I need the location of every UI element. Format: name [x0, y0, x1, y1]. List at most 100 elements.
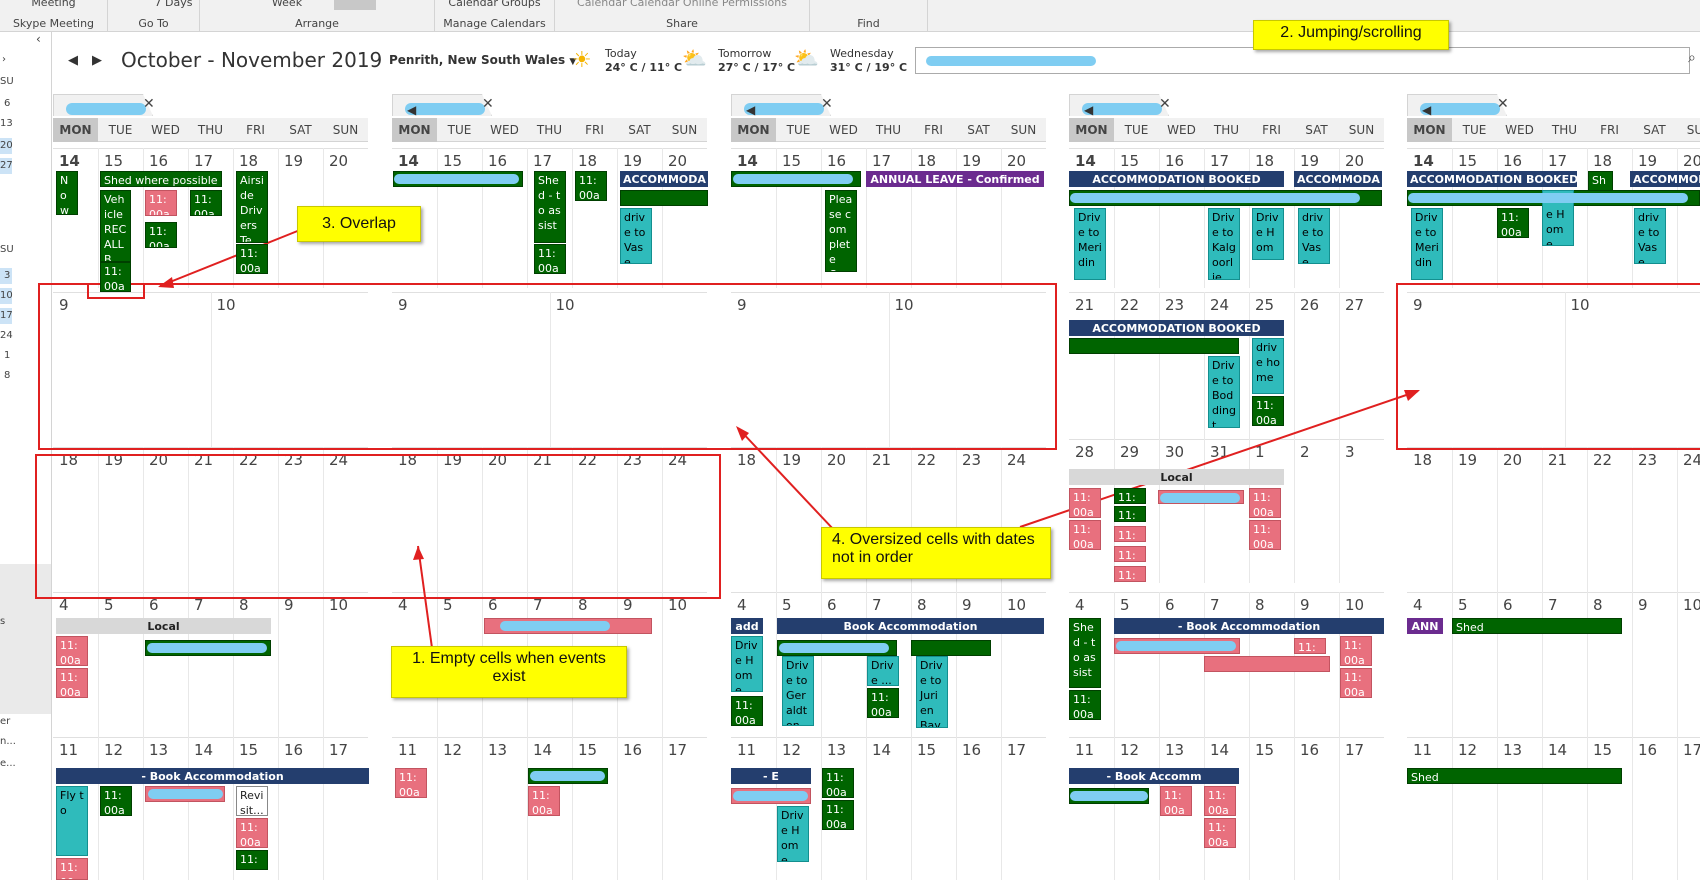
- day-number[interactable]: 18: [578, 152, 598, 170]
- tab-close-icon[interactable]: ✕: [821, 96, 833, 112]
- day-number[interactable]: 18: [239, 152, 259, 170]
- day-number[interactable]: 8: [578, 596, 588, 614]
- tab-back-arrow-icon[interactable]: ◀: [407, 103, 417, 117]
- ribbon-item-week[interactable]: Week: [271, 0, 303, 9]
- mini-cal-date[interactable]: 6: [4, 98, 11, 109]
- calendar-event[interactable]: 11:00am: [534, 244, 566, 274]
- calendar-event[interactable]: 11:00am: [1252, 396, 1284, 426]
- calendar-event[interactable]: Drive Home: [1252, 208, 1284, 260]
- calendar-event[interactable]: 11:00am: [1497, 208, 1529, 238]
- calendar-event[interactable]: ANN: [1407, 618, 1443, 634]
- day-number[interactable]: 5: [443, 596, 453, 614]
- calendar-event[interactable]: Local: [56, 618, 271, 634]
- mini-cal-date[interactable]: 24: [0, 330, 13, 341]
- calendar-event[interactable]: ANNUAL LEAVE - Confirmed: [866, 171, 1044, 187]
- day-number[interactable]: 19: [623, 152, 643, 170]
- day-number[interactable]: 23: [1638, 451, 1658, 469]
- day-number[interactable]: 19: [962, 152, 982, 170]
- calendar-event[interactable]: ACCOMMODATION BOOKED: [1407, 171, 1577, 187]
- calendar-event[interactable]: 11:00am: [236, 818, 268, 848]
- calendar-event[interactable]: 11:00am: [1114, 506, 1146, 522]
- day-number[interactable]: 4: [59, 596, 69, 614]
- day-number[interactable]: 17: [1007, 741, 1027, 759]
- day-number[interactable]: 5: [104, 596, 114, 614]
- day-number[interactable]: 10: [329, 596, 349, 614]
- day-number[interactable]: 27: [1345, 296, 1365, 314]
- day-number[interactable]: 7: [1210, 596, 1220, 614]
- calendar-event[interactable]: 11:00am: [822, 768, 854, 798]
- tab-close-icon[interactable]: ✕: [482, 96, 494, 112]
- calendar-tab[interactable]: ◀: [1069, 94, 1169, 116]
- calendar-event[interactable]: Vehicle RECALL B...: [100, 190, 131, 262]
- day-number[interactable]: 11: [1075, 741, 1095, 759]
- folder-item[interactable]: er: [0, 716, 11, 727]
- day-number[interactable]: 14: [533, 741, 553, 759]
- calendar-event[interactable]: Shed: [1407, 768, 1622, 784]
- day-number[interactable]: 12: [443, 741, 463, 759]
- day-number[interactable]: 19: [1458, 451, 1478, 469]
- day-number[interactable]: 24: [1210, 296, 1230, 314]
- day-number[interactable]: 6: [488, 596, 498, 614]
- day-number[interactable]: 16: [1165, 152, 1185, 170]
- day-number[interactable]: 15: [1255, 741, 1275, 759]
- mini-cal-date[interactable]: 10: [0, 290, 13, 301]
- ribbon-group-goto[interactable]: 7 Days Go To: [108, 0, 200, 32]
- day-number[interactable]: 14: [59, 152, 80, 170]
- day-number[interactable]: 15: [1593, 741, 1613, 759]
- calendar-event[interactable]: 11:00am: [1069, 488, 1101, 518]
- day-number[interactable]: 28: [1075, 443, 1095, 461]
- calendar-event[interactable]: - Book Accommodation: [1114, 618, 1384, 634]
- day-number[interactable]: 10: [1683, 596, 1700, 614]
- calendar-tab[interactable]: [53, 94, 153, 116]
- calendar-event[interactable]: 11:00am: [395, 768, 427, 798]
- day-number[interactable]: 20: [1503, 451, 1523, 469]
- calendar-event[interactable]: Shed - to assist ...: [534, 171, 566, 243]
- mini-cal-date[interactable]: 8: [4, 370, 11, 381]
- calendar-event[interactable]: 11:00am: [100, 786, 132, 816]
- day-number[interactable]: 16: [827, 152, 847, 170]
- tab-back-arrow-icon[interactable]: ◀: [1084, 103, 1094, 117]
- day-number[interactable]: 31: [1210, 443, 1230, 461]
- day-number[interactable]: 14: [1210, 741, 1230, 759]
- day-number[interactable]: 24: [1683, 451, 1700, 469]
- tab-close-icon[interactable]: ✕: [1497, 96, 1509, 112]
- day-number[interactable]: 20: [1683, 152, 1700, 170]
- calendar-event[interactable]: Revisit...: [236, 786, 268, 816]
- calendar-event[interactable]: 11:00am: [822, 800, 854, 830]
- calendar-event[interactable]: Drive Home: [731, 636, 763, 692]
- calendar-event[interactable]: 11:00am: [528, 786, 560, 816]
- calendar-tab[interactable]: ◀: [1407, 94, 1507, 116]
- calendar-event[interactable]: 11:00am: [1069, 690, 1101, 720]
- calendar-event[interactable]: 11:00am: [236, 244, 268, 274]
- mini-cal-date[interactable]: 1: [4, 350, 11, 361]
- day-number[interactable]: 17: [194, 152, 214, 170]
- calendar-tab[interactable]: ◀: [392, 94, 492, 116]
- day-number[interactable]: 9: [1413, 296, 1423, 314]
- day-number[interactable]: 26: [1300, 296, 1320, 314]
- calendar-tab[interactable]: ◀: [731, 94, 831, 116]
- day-number[interactable]: 22: [1120, 296, 1140, 314]
- calendar-event[interactable]: - Book Accomm: [1069, 768, 1239, 784]
- day-number[interactable]: 4: [737, 596, 747, 614]
- day-number[interactable]: 15: [1458, 152, 1478, 170]
- calendar-event[interactable]: [1069, 338, 1239, 354]
- day-number[interactable]: 9: [623, 596, 633, 614]
- day-number[interactable]: 17: [329, 741, 349, 759]
- day-number[interactable]: 9: [1300, 596, 1310, 614]
- calendar-event[interactable]: Shed where possible: [100, 171, 222, 187]
- day-number[interactable]: 29: [1120, 443, 1140, 461]
- ribbon-group-manage[interactable]: Calendar Groups Manage Calendars: [435, 0, 555, 32]
- day-number[interactable]: 17: [533, 152, 553, 170]
- folder-item[interactable]: s: [0, 616, 6, 627]
- ribbon-item-7days[interactable]: 7 Days: [154, 0, 193, 9]
- day-number[interactable]: 8: [1255, 596, 1265, 614]
- ribbon-group-arrange[interactable]: Week Arrange: [200, 0, 435, 32]
- calendar-event[interactable]: add: [731, 618, 763, 634]
- day-number[interactable]: 19: [1300, 152, 1320, 170]
- calendar-event[interactable]: - Book Accommodation: [56, 768, 369, 784]
- day-number[interactable]: 2: [1300, 443, 1310, 461]
- day-number[interactable]: 18: [1413, 451, 1433, 469]
- calendar-event[interactable]: Drive to Kalgoorlie: [1208, 208, 1240, 280]
- day-number[interactable]: 9: [59, 296, 69, 314]
- ribbon-selected-view[interactable]: [334, 0, 376, 10]
